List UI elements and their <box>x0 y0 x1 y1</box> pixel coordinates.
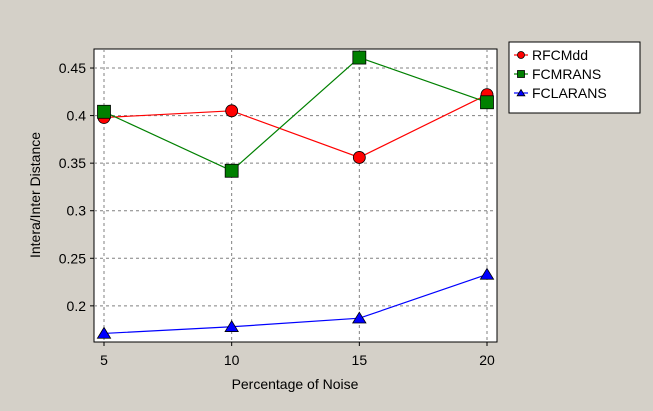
series-line <box>103 56 488 172</box>
x-tick-label: 20 <box>479 352 495 368</box>
data-point <box>224 163 239 178</box>
legend-box <box>508 41 641 114</box>
x-tick-label: 5 <box>100 352 108 368</box>
data-point <box>224 320 239 332</box>
series-layer <box>96 50 495 339</box>
legend-label: FCLARANS <box>532 85 607 101</box>
y-tick-label: 0.4 <box>67 108 87 124</box>
y-axis-label: Intera/Inter Distance <box>27 132 43 258</box>
x-tick-labels: 5 10 15 20 <box>100 352 495 368</box>
series-line <box>103 273 488 335</box>
legend-label: FCMRANS <box>532 66 601 82</box>
legend-marker <box>516 88 526 97</box>
data-point <box>480 95 494 110</box>
data-point <box>225 104 239 118</box>
data-point <box>96 326 112 339</box>
y-tick-label: 0.3 <box>67 203 87 219</box>
y-tick-label: 0.35 <box>59 155 86 171</box>
data-point <box>352 151 366 164</box>
plot-area <box>93 48 498 343</box>
data-point <box>479 267 495 280</box>
legend-entry: FCMRANS <box>514 66 601 82</box>
data-point <box>97 104 111 119</box>
legend: RFCMdd FCMRANS FCLARANS <box>508 41 641 114</box>
series-fcmrans <box>97 50 494 178</box>
legend-entry: FCLARANS <box>514 85 607 101</box>
legend-label: RFCMdd <box>532 47 588 63</box>
legend-marker <box>517 70 525 78</box>
legend-entry: RFCMdd <box>514 47 588 63</box>
y-tick-label: 0.25 <box>59 250 86 266</box>
data-point <box>352 50 367 65</box>
series-line <box>103 94 488 159</box>
legend-marker <box>517 51 525 59</box>
y-tick-label: 0.2 <box>67 298 87 314</box>
data-point <box>352 311 367 324</box>
x-tick-label: 15 <box>352 352 368 368</box>
series-fclarans <box>96 267 495 339</box>
y-tick-label: 0.45 <box>59 60 86 76</box>
x-axis-label: Percentage of Noise <box>232 376 359 392</box>
x-tick-label: 10 <box>224 352 240 368</box>
y-tick-labels: 0.2 0.25 0.3 0.35 0.4 0.45 <box>59 60 86 314</box>
